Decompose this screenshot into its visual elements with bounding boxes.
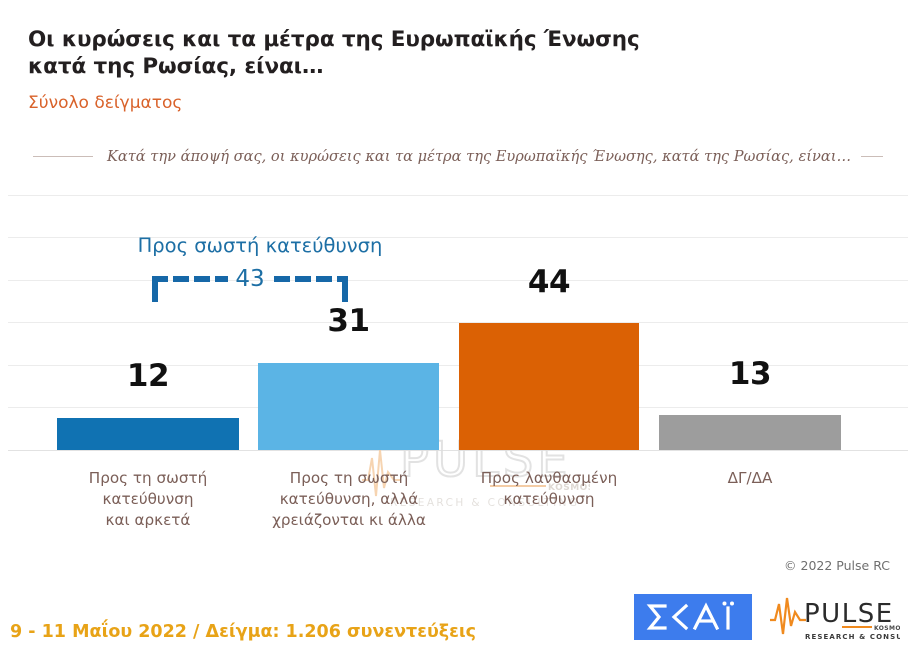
category-label-1: Προς τη σωστή κατεύθυνση, αλλά χρειάζοντ… [243, 468, 455, 531]
category-label-0-line-2: και αρκετά [105, 511, 191, 529]
question-text: Κατά την άποψή σας, οι κυρώσεις και τα μ… [106, 147, 852, 165]
category-label-2: Προς λανθασμένη κατεύθυνση [449, 468, 649, 510]
bar-2 [459, 323, 639, 450]
bracket-dash-left [152, 276, 228, 282]
category-label-1-line-2: χρειάζονται κι άλλα [272, 511, 426, 529]
title-line-2: κατά της Ρωσίας, είναι… [28, 54, 324, 79]
svg-text:RESEARCH & CONSULTING: RESEARCH & CONSULTING [805, 633, 900, 641]
gridline [8, 407, 908, 408]
category-label-0-line-0: Προς τη σωστή [88, 469, 208, 487]
question-strip: Κατά την άποψή σας, οι κυρώσεις και τα μ… [0, 140, 916, 172]
pulse-wave-icon [770, 597, 806, 635]
bracket-annotation: Προς σωστή κατεύθυνση 43 [0, 180, 916, 455]
svg-text:KOSMOS: KOSMOS [874, 625, 900, 632]
gridline [8, 195, 908, 196]
bar-3 [659, 415, 841, 450]
category-label-1-line-0: Προς τη σωστή [289, 469, 409, 487]
chart-header: Οι κυρώσεις και τα μέτρα της Ευρωπαϊκής … [0, 0, 916, 130]
pulse-logo: PULSE KOSMOS RESEARCH & CONSULTING [768, 592, 916, 642]
page-title: Οι κυρώσεις και τα μέτρα της Ευρωπαϊκής … [28, 26, 640, 80]
category-label-2-line-1: κατεύθυνση [503, 490, 595, 508]
subtitle: Σύνολο δείγματος [28, 93, 183, 113]
bar-value-2: 44 [527, 264, 571, 300]
copyright-text: © 2022 Pulse RC [784, 558, 890, 573]
category-label-3: ΔΓ/ΔΑ [650, 468, 850, 489]
question-rule-left [32, 155, 93, 157]
skai-logo [634, 594, 752, 640]
axis-baseline [8, 450, 908, 451]
category-label-1-line-1: κατεύθυνση, αλλά [279, 490, 419, 508]
svg-text:PULSE: PULSE [804, 599, 894, 629]
bracket-dash-right [274, 276, 348, 282]
bar-value-3: 13 [728, 356, 772, 392]
category-label-0-line-1: κατεύθυνση [102, 490, 194, 508]
category-labels: Προς τη σωστή κατεύθυνση και αρκετά Προς… [0, 468, 916, 548]
gridline [8, 365, 908, 366]
footer-date-sample: 9 - 11 Μαΐου 2022 / Δείγμα: 1.206 συνεντ… [10, 622, 477, 642]
question-rule-right [861, 155, 884, 157]
bar-1 [258, 363, 439, 450]
gridline [8, 322, 908, 323]
category-label-2-line-0: Προς λανθασμένη [480, 469, 618, 487]
skai-logo-icon [646, 601, 734, 631]
bar-value-0: 12 [126, 358, 170, 394]
title-line-1: Οι κυρώσεις και τα μέτρα της Ευρωπαϊκής … [28, 27, 640, 52]
bracket-value: 43 [235, 266, 265, 292]
bar-value-1: 31 [327, 303, 370, 339]
chart-plot-area: PULSE KOSMOS RESEARCH & CONSULTING 12 31… [0, 180, 916, 509]
category-label-0: Προς τη σωστή κατεύθυνση και αρκετά [48, 468, 248, 531]
gridline [8, 237, 908, 238]
category-label-3-line-0: ΔΓ/ΔΑ [727, 469, 773, 487]
gridline [8, 280, 908, 281]
bar-0 [57, 418, 239, 450]
